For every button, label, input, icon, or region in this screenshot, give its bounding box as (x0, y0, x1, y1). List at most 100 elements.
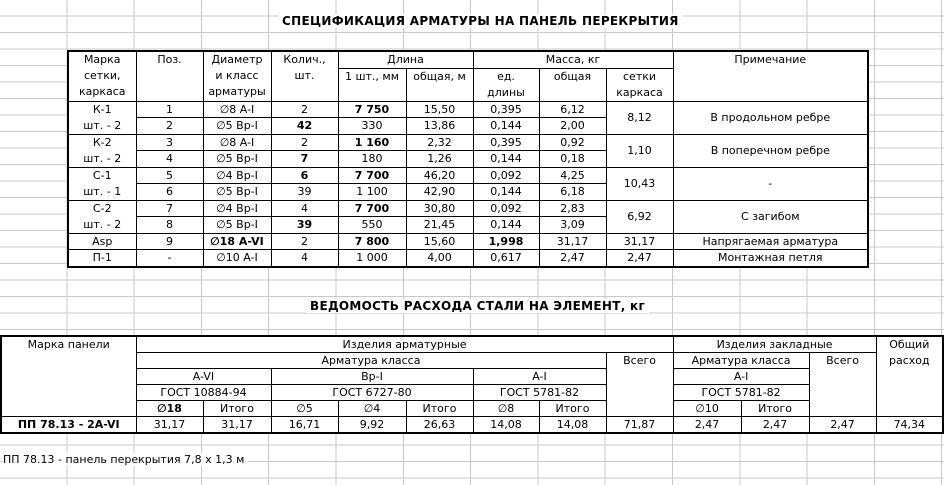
table-cell: 0,617 (472, 249, 540, 267)
table-cell: 6,18 (538, 183, 607, 201)
table-cell: 13,86 (405, 117, 474, 135)
data-row: шт. - 1 6 ∅5 Вр-I 39 1 100 42,90 0,144 6,18 (67, 183, 868, 201)
table-cell: - (135, 249, 204, 267)
header-line: каркаса (616, 85, 663, 99)
table-cell: ∅18 A-VI (202, 232, 272, 250)
table-cell: 2,47 (605, 249, 674, 267)
data-row: П-1- ∅10 A-I 4 1 000 4,00 0,617 2,47 2,47 Монтаж… (67, 249, 869, 267)
table-cell: Asp (67, 232, 137, 250)
header-cell: Поз. (135, 50, 204, 102)
header-cell: ГОСТ 5781-82 (472, 384, 607, 401)
table-cell: 31,17 (538, 232, 607, 250)
header-cell: A-VI (135, 368, 272, 385)
table-cell: 2,47 (672, 416, 742, 434)
table-cell: 6,92 (605, 199, 674, 234)
header-line: длины (487, 85, 525, 99)
header-cell: Арматура класса (135, 352, 607, 369)
header-row: ГОСТ 10884-94 ГОСТ 6727-80 ГОСТ 5781-82 … (1, 384, 943, 401)
table-cell: 0,144 (472, 117, 540, 135)
header-cell: Марка сетки, каркаса (67, 50, 137, 102)
table-cell: 6 (270, 166, 339, 184)
table-cell: 2,00 (538, 117, 607, 135)
header-line: Колич., (283, 53, 326, 66)
table-cell: 16,71 (270, 416, 339, 434)
header-cell: общая (538, 67, 607, 102)
header-line: сетки (623, 69, 657, 83)
table-cell: 0,092 (472, 166, 540, 184)
table-cell: 39 (270, 216, 339, 234)
header-cell: ∅10 (672, 400, 742, 417)
table-cell: 7 750 (337, 100, 407, 118)
table-cell: ∅8 A-I (202, 133, 272, 151)
table-cell: 3 (135, 133, 204, 151)
table-cell: Монтажная петля (672, 249, 869, 267)
table-cell: ∅8 A-I (202, 100, 272, 118)
table-cell: К-2 (67, 133, 137, 151)
table-cell: ∅5 Вр-I (202, 183, 272, 201)
table-cell: 4 (135, 150, 204, 168)
footnote: ПП 78.13 - панель перекрытия 7,8 х 1,3 м (3, 453, 249, 466)
table-cell: 0,395 (472, 100, 540, 118)
data-row: ПП 78.13 - 2A-VI 31,17 31,17 16,71 9,92 26,63… (0, 416, 944, 434)
table-cell: 2,83 (538, 199, 607, 217)
table-cell: 2,47 (808, 416, 877, 434)
table-cell: 7 (135, 199, 204, 217)
table-cell: С-2 (67, 199, 137, 217)
header-row: A-VI Вр-I A-I A-I (1, 368, 943, 385)
table-cell: 1 (135, 100, 204, 118)
table-cell: 2,47 (740, 416, 810, 434)
header-cell: A-I (472, 368, 607, 385)
header-cell: Примечание (672, 50, 869, 102)
header-cell: Масса, кг (472, 50, 674, 69)
header-row: Марка сетки, каркаса Поз. Диаметр и класс ар… (67, 50, 869, 102)
header-row: Марка панели Изделия арматурные Изделия … (0, 335, 944, 417)
table-cell: 71,87 (605, 416, 674, 434)
header-cell: Колич., шт. (270, 50, 339, 102)
header-line: Поз. (157, 53, 182, 66)
header-line: Общий (889, 338, 930, 351)
spec-table: Марка сетки, каркаса Поз. Диаметр и класс ар… (67, 50, 870, 268)
header-line: расход (889, 354, 930, 367)
table-cell: 9 (135, 232, 204, 250)
table-cell: 5 (135, 166, 204, 184)
table-cell: 2,32 (405, 133, 474, 151)
table-cell: 7 700 (337, 199, 407, 217)
header-line: ед. (497, 69, 515, 83)
table-cell: 31,17 (605, 232, 674, 250)
table-cell: 0,144 (472, 216, 540, 234)
data-row: Asp 9 ∅18 A-VI 2 7 800 15,60 1,998 31,17 31,17 На… (67, 232, 869, 250)
table-cell: 2 (270, 133, 339, 151)
header-line: Диаметр (211, 53, 263, 66)
data-row: шт. - 2 2 ∅5 Вр-I 42 330 13,86 0,144 2,00 (67, 117, 868, 135)
table-cell: 1 160 (337, 133, 407, 151)
header-line: арматуры (208, 85, 266, 98)
table-cell: 4,25 (538, 166, 607, 184)
table-cell: 14,08 (538, 416, 607, 434)
header-line: и класс (215, 69, 259, 82)
table-cell: ПП 78.13 - 2A-VI (0, 416, 137, 434)
table-cell: шт. - 2 (67, 216, 137, 234)
table-cell: ∅5 Вр-I (202, 117, 272, 135)
table-cell: 0,144 (472, 150, 540, 168)
table-cell: В поперечном ребре (672, 133, 869, 168)
header-cell: Всего (808, 352, 877, 417)
table-cell: 7 800 (337, 232, 407, 250)
header-line: шт. (294, 69, 315, 82)
table-cell: К-1 (67, 100, 137, 118)
table-cell: ∅5 Вр-I (202, 216, 272, 234)
table-cell: 26,63 (405, 416, 474, 434)
header-cell: Вр-I (270, 368, 474, 385)
table-cell: 180 (337, 150, 407, 168)
consumption-title: ВЕДОМОСТЬ РАСХОДА СТАЛИ НА ЭЛЕМЕНТ, кг (306, 299, 650, 313)
table-cell: ∅5 Вр-I (202, 150, 272, 168)
table-cell: - (672, 166, 869, 201)
header-cell: Арматура класса (672, 352, 810, 369)
header-cell: Длина (337, 50, 474, 69)
table-cell: 4 (270, 249, 339, 267)
table-cell: 21,45 (405, 216, 474, 234)
consumption-table: Марка панели Изделия арматурные Изделия … (0, 335, 944, 434)
header-cell: ГОСТ 6727-80 (270, 384, 474, 401)
header-cell: Итого (538, 400, 607, 417)
table-cell: 31,17 (135, 416, 204, 434)
table-cell: 9,92 (337, 416, 407, 434)
